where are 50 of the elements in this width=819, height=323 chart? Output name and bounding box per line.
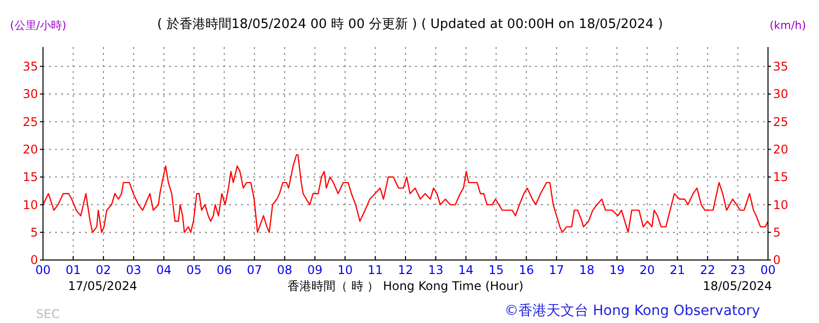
text: 18/05/2024 xyxy=(702,279,772,293)
chart-title: ( 於香港時間18/05/2024 00 時 00 分更新 ) ( Updated at 00:00H on 18/05/2024 ) xyxy=(157,17,663,32)
y2-tick-label: 10 xyxy=(773,198,788,212)
y2-tick-label: 25 xyxy=(773,114,788,129)
x-tick-label: 13 xyxy=(428,263,444,277)
y-tick-label: 10 xyxy=(22,198,38,212)
x-tick-label: 08 xyxy=(277,263,292,277)
x-tick-label: 22 xyxy=(700,263,716,277)
y-axis-title: (公里/小時) xyxy=(10,19,66,32)
x-tick-label: 17 xyxy=(548,263,564,277)
y2-tick-label: 0 xyxy=(773,253,781,268)
x-tick-label: 03 xyxy=(126,263,142,277)
x-axis-title: 香港時間（ 時 ） Hong Kong Time (Hour) xyxy=(288,279,524,293)
x-tick-label: 12 xyxy=(398,263,414,277)
y2-tick-label: 15 xyxy=(773,170,788,184)
x-tick-label: 19 xyxy=(609,263,625,277)
x-tick-label: 01 xyxy=(66,263,81,277)
x-tick-label: 16 xyxy=(518,263,534,277)
y-tick-label: 30 xyxy=(22,87,38,102)
text: ©香港天文台 Hong Kong Observatory xyxy=(504,303,760,319)
text: SEC xyxy=(36,307,60,321)
x-tick-label: 14 xyxy=(458,263,474,277)
text: 17/05/2024 xyxy=(68,279,138,293)
x-tick-label: 04 xyxy=(156,263,172,277)
x-tick-label: 23 xyxy=(730,263,746,277)
x-tick-label: 02 xyxy=(96,263,112,277)
y2-tick-label: 20 xyxy=(773,142,788,157)
x-tick-label: 07 xyxy=(246,263,262,277)
y2-tick-label: 5 xyxy=(773,226,781,240)
x-tick-label: 20 xyxy=(640,263,655,277)
y2-tick-label: 35 xyxy=(773,60,788,74)
x-tick-label: 06 xyxy=(216,263,232,277)
x-tick-label: 18 xyxy=(579,263,594,277)
y-tick-label: 0 xyxy=(30,253,38,268)
y-tick-label: 25 xyxy=(22,114,38,129)
y-tick-label: 15 xyxy=(22,170,38,184)
x-tick-label: 10 xyxy=(337,263,353,277)
x-tick-label: 11 xyxy=(368,263,383,277)
x-tick-label: 00 xyxy=(760,263,776,277)
line-series xyxy=(42,154,769,233)
y-tick-label: 5 xyxy=(30,226,38,240)
x-tick-label: 21 xyxy=(670,263,686,277)
x-tick-label: 15 xyxy=(488,263,504,277)
y2-tick-label: 30 xyxy=(773,87,788,102)
x-tick-label: 00 xyxy=(35,263,51,277)
x-tick-label: 09 xyxy=(307,263,323,277)
y-tick-label: 35 xyxy=(22,60,38,74)
y2-axis-title: (km/h) xyxy=(770,19,806,32)
y-tick-label: 20 xyxy=(22,142,38,157)
x-tick-label: 05 xyxy=(186,263,202,277)
